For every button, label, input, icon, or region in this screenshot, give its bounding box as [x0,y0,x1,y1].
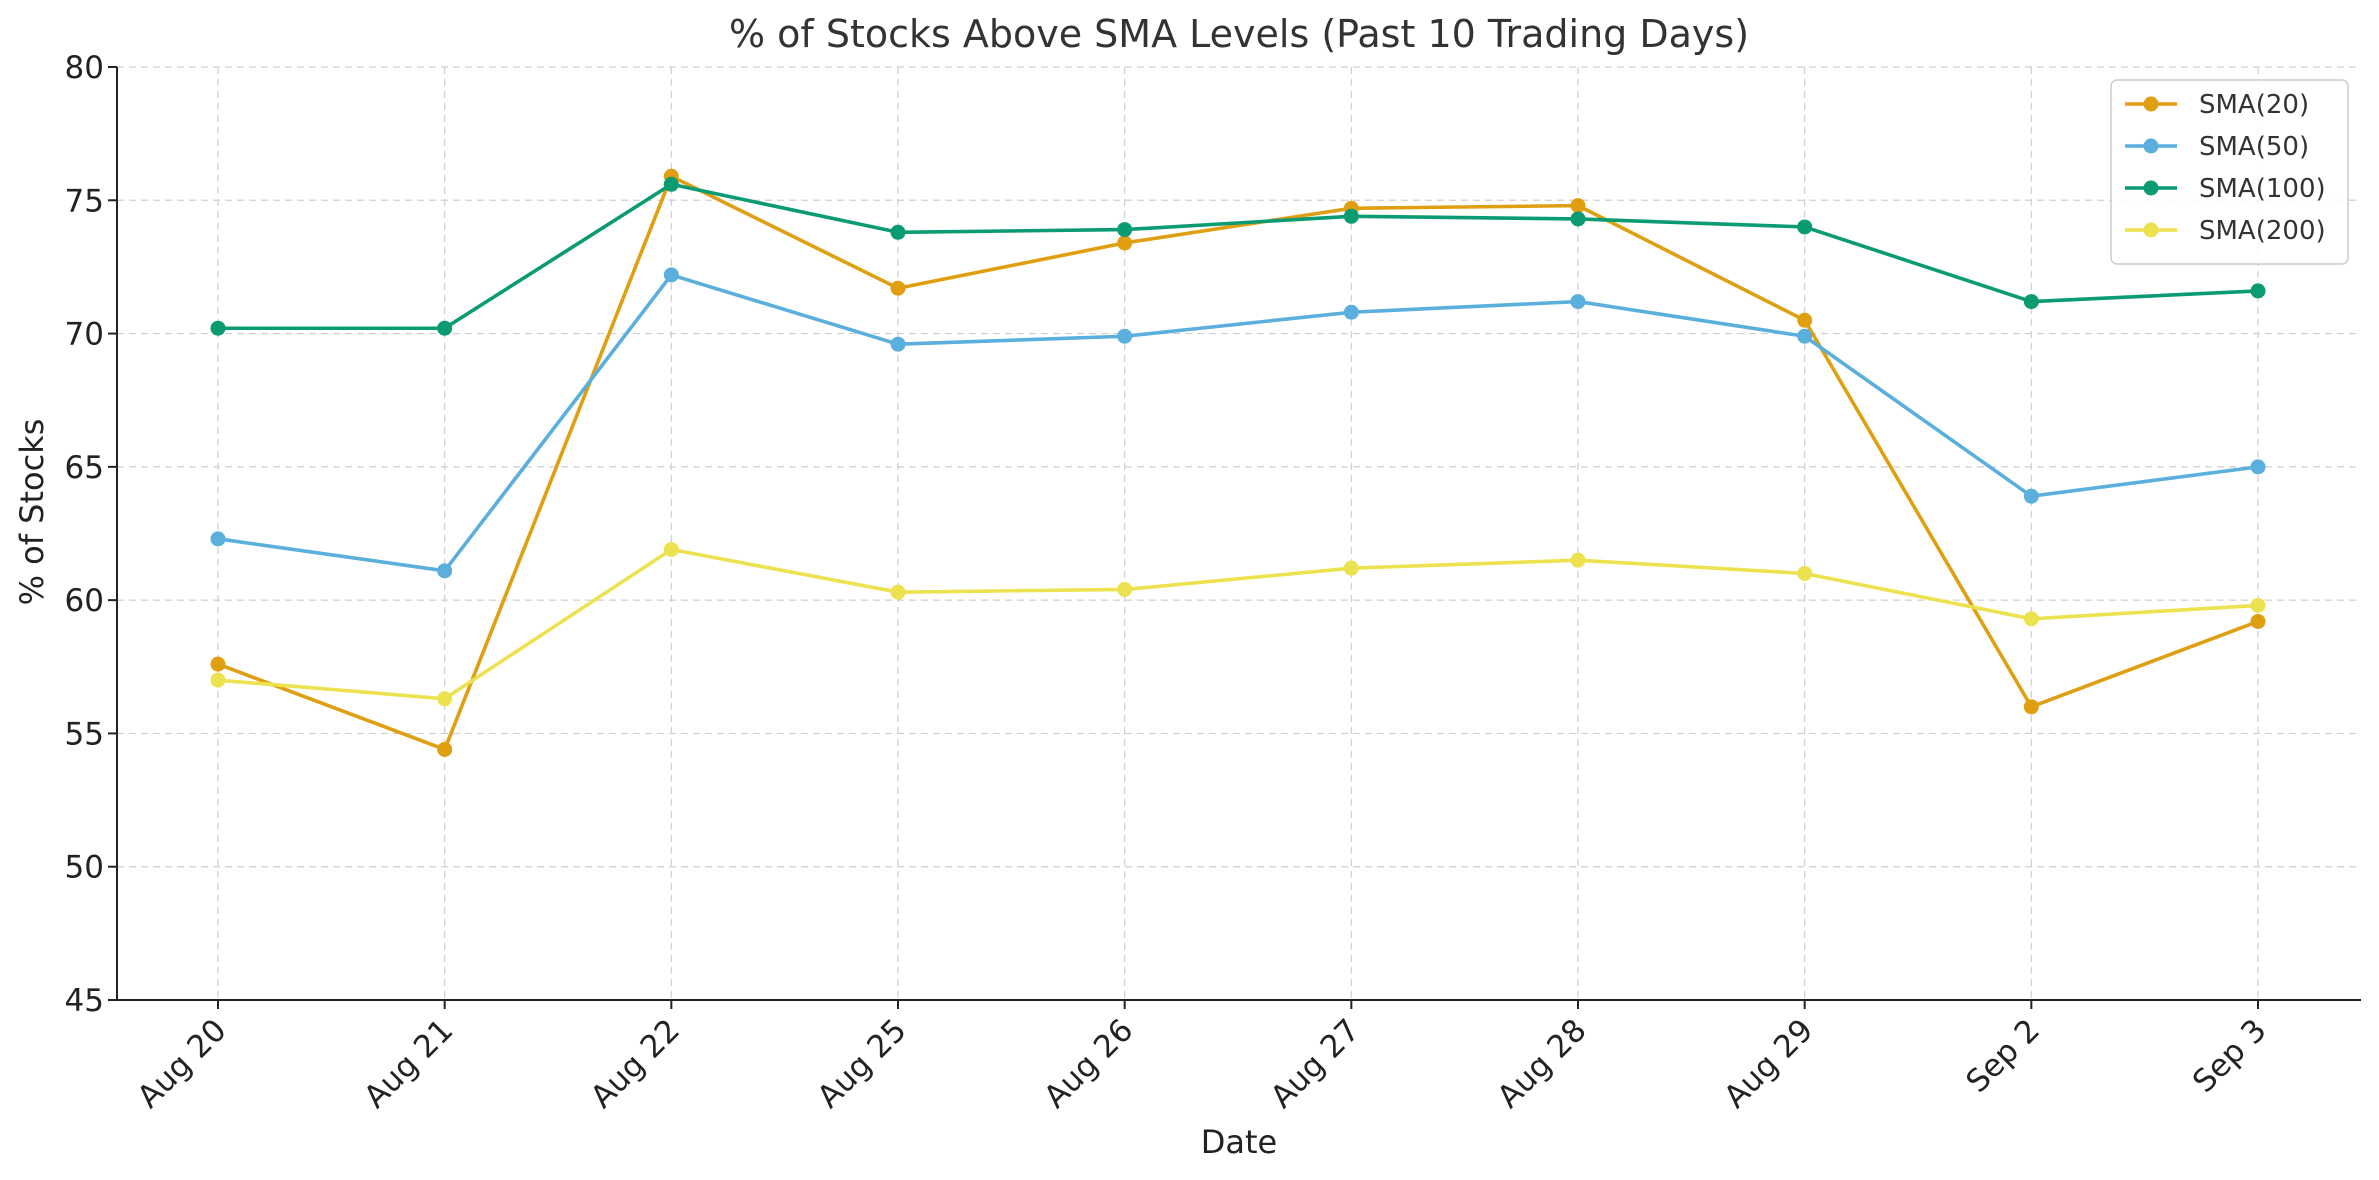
legend-item: SMA(20) [2125,90,2309,120]
x-tick-label: Aug 29 [1717,1012,1820,1115]
data-point [890,280,906,296]
data-point [437,320,453,336]
data-point [2023,294,2039,310]
legend-label: SMA(50) [2199,132,2309,162]
data-point [2023,699,2039,715]
legend: SMA(20) SMA(50) SMA(100) SMA(200) [2110,79,2349,265]
y-tick-label: 50 [65,850,104,886]
data-point [2023,611,2039,627]
data-point [2250,459,2266,475]
grid-lines [117,66,2361,1001]
data-point [890,224,906,240]
data-point [663,267,679,283]
chart-title: % of Stocks Above SMA Levels (Past 10 Tr… [729,12,1749,56]
legend-swatch-marker [2143,96,2159,112]
data-point [1117,328,1133,344]
legend-item: SMA(200) [2125,216,2326,246]
data-point [1343,304,1359,320]
legend-item: SMA(100) [2125,174,2326,204]
y-tick-label: 80 [65,50,104,86]
x-tick-label: Sep 3 [2186,1012,2274,1100]
series-line [217,547,2259,701]
x-tick-label: Aug 21 [357,1012,460,1115]
x-tick-label: Aug 22 [584,1012,687,1115]
series-3 [210,176,2266,336]
y-tick-label: 60 [65,583,104,619]
data-point [1797,219,1813,235]
legend-item: SMA(50) [2125,132,2309,162]
data-point [1343,560,1359,576]
data-point [210,531,226,547]
data-point [2250,597,2266,613]
data-point [437,741,453,757]
series-lines [210,168,2266,757]
data-point [663,541,679,557]
data-point [663,176,679,192]
data-point [890,336,906,352]
data-point [437,691,453,707]
legend-label: SMA(200) [2199,216,2326,246]
x-tick-label: Aug 27 [1264,1012,1367,1115]
data-point [210,672,226,688]
legend-label: SMA(20) [2199,90,2309,120]
data-point [1117,581,1133,597]
data-point [2250,283,2266,299]
axes [108,66,2361,1009]
series-1 [210,168,2266,757]
x-tick-label: Sep 2 [1959,1012,2047,1100]
x-axis-label: Date [1201,1123,1277,1161]
y-tick-label: 45 [65,983,104,1019]
y-axis-label: % of Stocks [13,419,51,606]
data-point [1570,294,1586,310]
x-tick-label: Aug 25 [811,1012,914,1115]
y-tick-label: 70 [65,317,104,353]
series-line [217,174,2259,752]
legend-swatch-marker [2143,180,2159,196]
data-point [1570,552,1586,568]
x-tick-label: Aug 26 [1037,1012,1140,1115]
data-point [1343,208,1359,224]
legend-box [2110,79,2349,265]
data-point [890,584,906,600]
data-point [2023,488,2039,504]
data-point [1570,211,1586,227]
data-point [1797,565,1813,581]
data-point [210,656,226,672]
data-point [210,320,226,336]
series-4 [210,541,2266,707]
y-tick-label: 75 [65,183,104,219]
data-point [1117,222,1133,238]
legend-swatch-marker [2143,138,2159,154]
data-point [1797,328,1813,344]
x-tick-label: Aug 28 [1491,1012,1594,1115]
data-point [2250,613,2266,629]
legend-swatch-marker [2143,222,2159,238]
data-point [437,563,453,579]
y-tick-label: 65 [65,450,104,486]
x-tick-label: Aug 20 [131,1012,234,1115]
legend-label: SMA(100) [2199,174,2326,204]
tick-labels: 45 50 55 60 65 70 75 80 Aug 20 Aug 21 Aug 22 Aug 25… [65,50,2274,1115]
series-line [217,273,2259,573]
data-point [1797,312,1813,328]
series-2 [210,267,2266,579]
data-point [1117,235,1133,251]
series-line [218,182,2259,331]
data-point [1570,198,1586,214]
y-tick-label: 55 [65,716,104,752]
